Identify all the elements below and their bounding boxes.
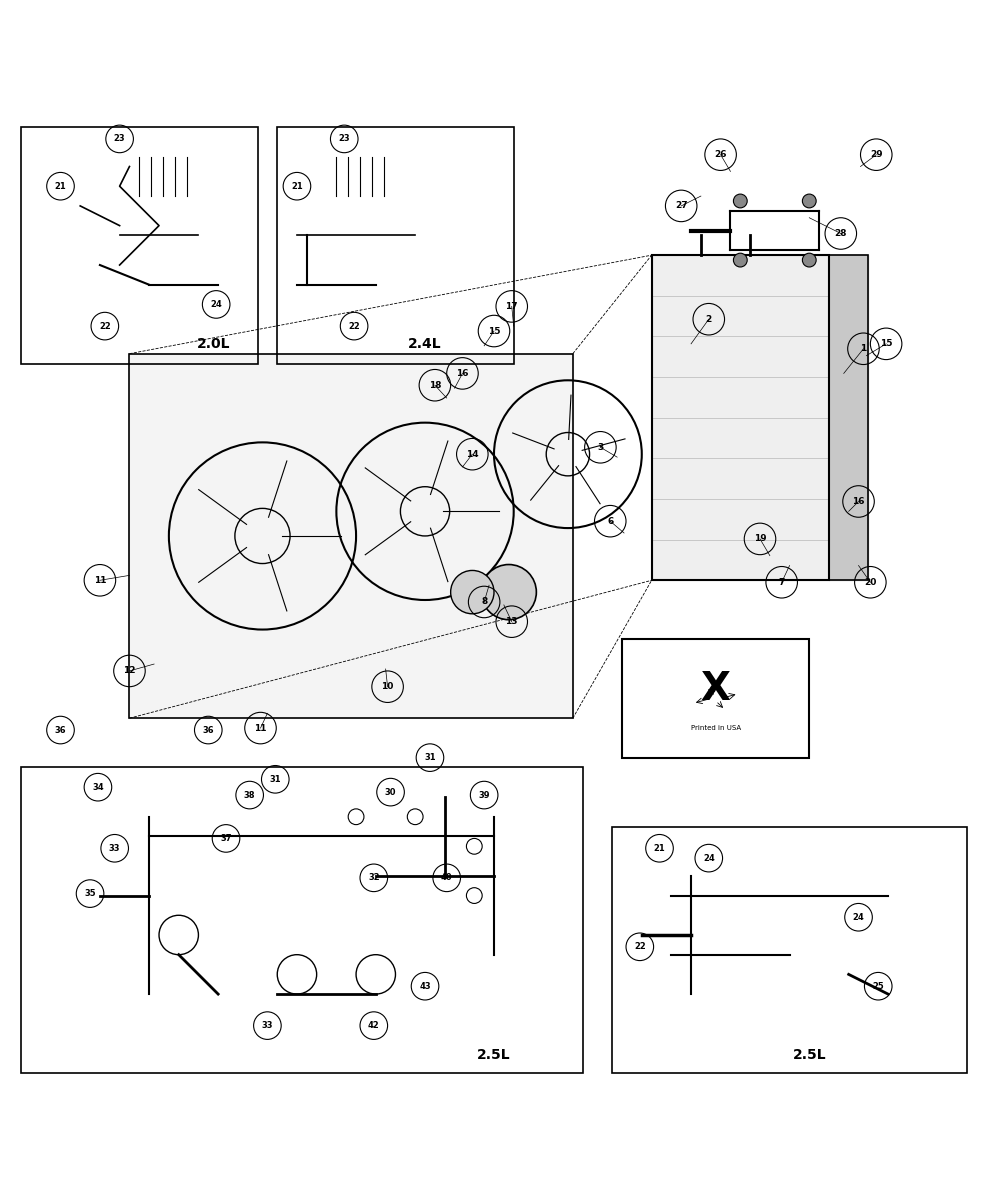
Text: 24: 24 [853, 913, 864, 922]
Text: 15: 15 [488, 326, 500, 336]
Polygon shape [129, 354, 573, 719]
Text: 38: 38 [244, 791, 256, 799]
Text: 43: 43 [419, 982, 431, 991]
Text: 31: 31 [424, 754, 436, 762]
Text: 42: 42 [368, 1021, 379, 1030]
Text: 22: 22 [99, 322, 111, 331]
Text: 23: 23 [114, 134, 125, 144]
Text: 19: 19 [754, 534, 767, 544]
Text: 33: 33 [262, 1021, 273, 1030]
Text: 11: 11 [94, 576, 106, 584]
Text: 11: 11 [254, 724, 267, 732]
Text: 24: 24 [210, 300, 222, 308]
Circle shape [451, 570, 494, 613]
Circle shape [481, 564, 536, 619]
Text: 6: 6 [608, 517, 614, 526]
Text: 36: 36 [203, 726, 214, 734]
Text: 30: 30 [384, 787, 396, 797]
Text: 17: 17 [506, 302, 518, 311]
Text: 40: 40 [441, 874, 453, 882]
Text: 14: 14 [466, 450, 478, 458]
Polygon shape [652, 256, 829, 581]
Text: Printed in USA: Printed in USA [691, 725, 741, 731]
Circle shape [802, 253, 816, 266]
Text: 20: 20 [864, 577, 876, 587]
Text: 25: 25 [872, 982, 884, 991]
Text: 22: 22 [634, 942, 646, 952]
Text: 10: 10 [381, 682, 394, 691]
Text: 31: 31 [270, 775, 282, 784]
Text: 29: 29 [870, 150, 882, 160]
Text: 16: 16 [853, 497, 864, 506]
Text: 36: 36 [54, 726, 66, 734]
Text: 21: 21 [54, 181, 66, 191]
Polygon shape [829, 256, 868, 581]
Text: 34: 34 [92, 782, 104, 792]
Text: 35: 35 [84, 889, 96, 898]
Text: 2.4L: 2.4L [408, 337, 442, 350]
Text: 7: 7 [779, 577, 784, 587]
Text: 15: 15 [880, 340, 892, 348]
Text: 28: 28 [835, 229, 847, 238]
Text: 26: 26 [714, 150, 727, 160]
Text: 39: 39 [478, 791, 490, 799]
Text: 37: 37 [220, 834, 232, 842]
Text: 12: 12 [124, 666, 135, 676]
Text: 18: 18 [429, 380, 441, 390]
Text: 2: 2 [705, 314, 712, 324]
Circle shape [802, 194, 816, 208]
Text: 21: 21 [654, 844, 665, 853]
Text: 33: 33 [109, 844, 121, 853]
Text: 8: 8 [481, 598, 487, 606]
Text: 27: 27 [675, 202, 688, 210]
Text: 13: 13 [506, 617, 518, 626]
Text: 21: 21 [291, 181, 303, 191]
Text: 3: 3 [598, 443, 604, 451]
Text: 24: 24 [702, 853, 714, 863]
Text: 1: 1 [861, 344, 866, 353]
Text: 2.5L: 2.5L [477, 1048, 511, 1062]
Text: 2.0L: 2.0L [197, 337, 230, 350]
Text: 22: 22 [348, 322, 360, 331]
Circle shape [733, 194, 747, 208]
Text: 2.5L: 2.5L [792, 1048, 826, 1062]
Text: 32: 32 [368, 874, 379, 882]
Text: 23: 23 [339, 134, 350, 144]
Text: X: X [700, 670, 731, 708]
Circle shape [733, 253, 747, 266]
Text: 16: 16 [456, 368, 468, 378]
